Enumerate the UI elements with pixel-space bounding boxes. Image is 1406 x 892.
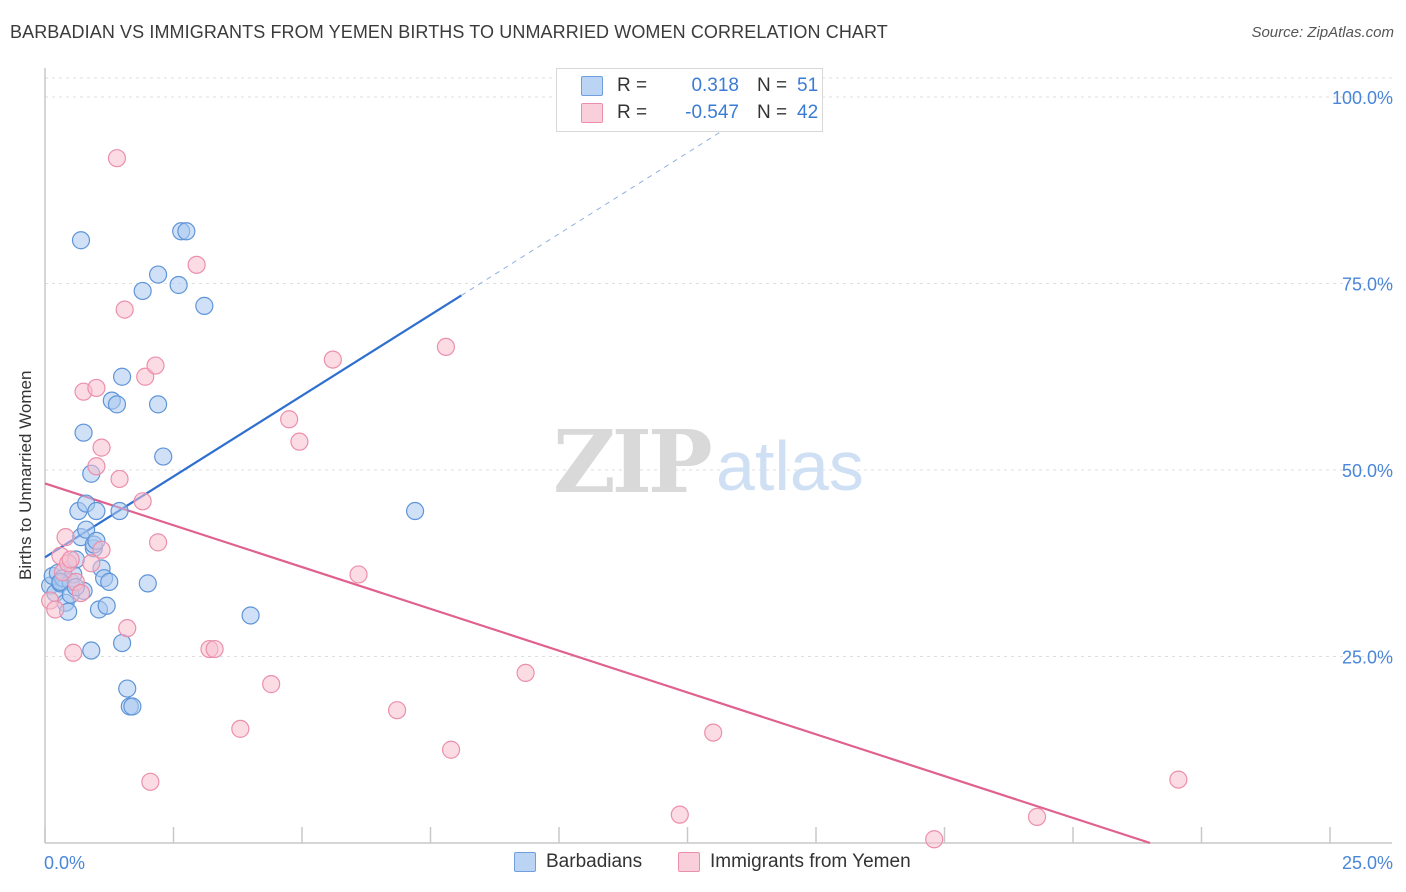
point-yemen — [187, 255, 206, 274]
legend-n-value: 42 — [797, 102, 819, 123]
point-yemen — [118, 619, 137, 638]
point-barbadians — [100, 572, 119, 592]
point-barbadians — [405, 501, 425, 521]
legend-swatch-yemen — [581, 103, 603, 123]
y-tick-label: 25.0% — [1342, 648, 1393, 668]
point-yemen — [290, 432, 309, 451]
series-legend-yemen: Immigrants from Yemen — [678, 851, 911, 873]
legend-n-value: 51 — [797, 75, 819, 96]
point-yemen — [141, 772, 160, 791]
point-barbadians — [112, 367, 132, 386]
x-tick-label: 0.0% — [44, 853, 85, 873]
point-barbadians — [74, 423, 93, 442]
grid-lines — [45, 77, 1392, 657]
point-yemen — [670, 805, 689, 824]
point-barbadians — [118, 679, 137, 698]
point-yemen — [92, 438, 111, 457]
point-yemen — [441, 740, 461, 759]
point-barbadians — [177, 222, 196, 241]
legend-r-value: -0.547 — [685, 102, 739, 123]
trend-line-barbadians-extension — [461, 126, 729, 296]
y-tick-label: 50.0% — [1342, 461, 1393, 481]
point-yemen — [231, 719, 250, 738]
point-barbadians — [77, 520, 96, 539]
point-barbadians — [71, 231, 91, 250]
watermark: ZIP atlas — [553, 412, 864, 513]
point-barbadians — [169, 275, 188, 295]
point-barbadians — [133, 281, 152, 301]
point-yemen — [82, 554, 101, 573]
watermark-atlas: atlas — [716, 427, 864, 505]
point-yemen — [64, 643, 83, 662]
point-yemen — [136, 367, 155, 386]
point-yemen — [133, 492, 152, 511]
point-barbadians — [123, 697, 142, 716]
source-label: Source: ZipAtlas.com — [1251, 24, 1394, 41]
y-tick-label: 75.0% — [1342, 275, 1393, 295]
tick-labels: 25.0% 50.0% 75.0% 100.0% 0.0% 25.0% — [44, 88, 1393, 873]
point-barbadians — [82, 641, 101, 660]
point-yemen — [704, 723, 723, 742]
point-yemen — [87, 457, 106, 476]
point-yemen — [262, 675, 281, 694]
point-barbadians — [154, 447, 173, 466]
point-yemen — [925, 830, 944, 849]
legend-r-label: R = — [617, 75, 648, 96]
series-label-barbadians: Barbadians — [546, 851, 643, 872]
point-yemen — [146, 356, 165, 375]
point-barbadians — [148, 265, 168, 284]
data-points — [41, 149, 1188, 849]
point-yemen — [115, 300, 134, 319]
series-legend-barbadians: Barbadians — [514, 851, 642, 873]
point-yemen — [71, 583, 91, 603]
point-yemen — [323, 350, 342, 369]
axes — [44, 68, 1392, 844]
point-barbadians — [110, 501, 129, 521]
point-yemen — [349, 565, 368, 584]
point-yemen — [280, 410, 299, 429]
series-legend: Barbadians Immigrants from Yemen — [0, 851, 1406, 877]
point-barbadians — [138, 574, 157, 593]
point-barbadians — [97, 596, 116, 615]
point-yemen — [110, 469, 129, 489]
legend-n-label: N = — [757, 102, 788, 123]
correlation-legend: R = 0.318 N = 51 R = -0.547 N = 42 — [556, 68, 823, 132]
x-tick-label: 25.0% — [1342, 853, 1393, 873]
point-yemen — [92, 540, 111, 559]
point-yemen — [436, 337, 456, 357]
chart-title: BARBADIAN VS IMMIGRANTS FROM YEMEN BIRTH… — [10, 22, 888, 42]
trend-line-yemen — [44, 482, 1151, 845]
point-barbadians — [241, 606, 260, 625]
series-label-yemen: Immigrants from Yemen — [710, 851, 911, 872]
legend-row-barbadians: R = 0.318 N = 51 — [581, 73, 818, 99]
point-yemen — [87, 378, 106, 398]
point-yemen — [107, 149, 127, 168]
point-barbadians — [148, 395, 168, 414]
trend-line-barbadians — [44, 294, 462, 559]
point-yemen — [148, 533, 168, 552]
point-barbadians — [195, 296, 214, 315]
legend-row-yemen: R = -0.547 N = 42 — [581, 100, 818, 126]
legend-r-value: 0.318 — [691, 75, 739, 96]
point-barbadians — [107, 395, 127, 414]
point-yemen — [46, 600, 65, 619]
point-yemen — [205, 639, 224, 659]
point-yemen — [1169, 770, 1188, 789]
legend-n-label: N = — [757, 75, 788, 96]
point-yemen — [516, 663, 535, 683]
legend-r-label: R = — [617, 102, 648, 123]
point-yemen — [1027, 807, 1047, 826]
point-yemen — [56, 528, 75, 547]
legend-swatch-barbadians — [581, 76, 603, 96]
series-swatch-barbadians — [514, 852, 536, 872]
point-yemen — [387, 701, 407, 720]
point-barbadians — [87, 501, 106, 521]
y-tick-label: 100.0% — [1332, 88, 1393, 108]
series-swatch-yemen — [678, 852, 700, 872]
point-yemen — [61, 550, 80, 569]
y-axis-label: Births to Unmarried Women — [16, 370, 35, 580]
watermark-zip: ZIP — [553, 412, 711, 513]
